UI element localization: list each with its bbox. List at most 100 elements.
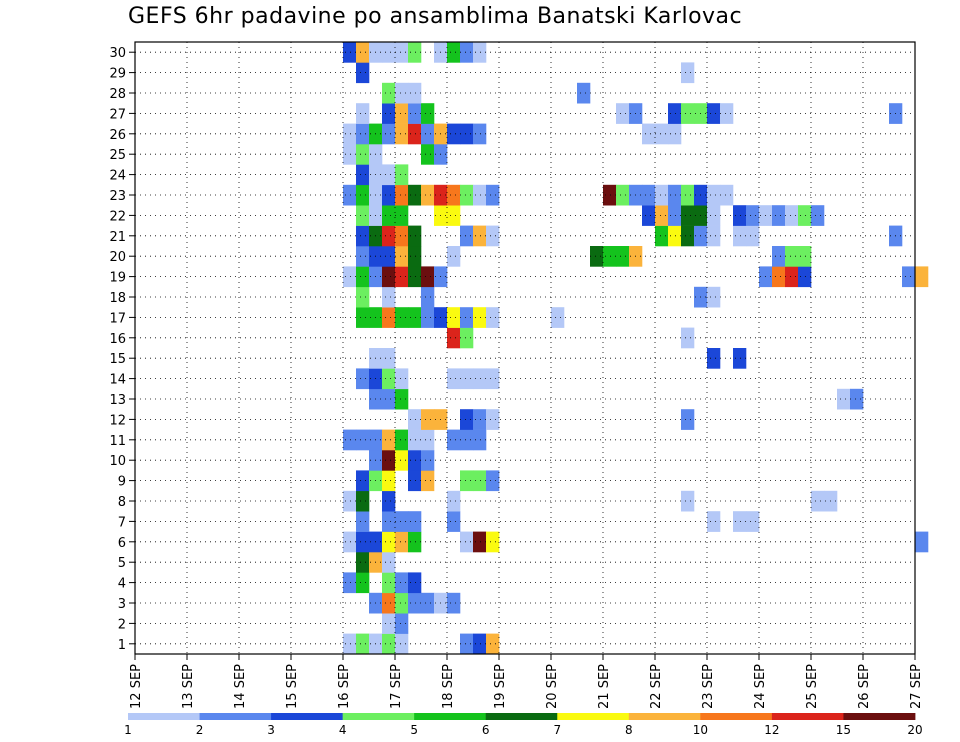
heatmap-cell (408, 307, 422, 328)
heatmap-cell (356, 103, 370, 124)
heatmap-cell (460, 368, 474, 390)
heatmap-cell (382, 123, 396, 145)
heatmap-cell (460, 225, 474, 247)
heatmap-cell (785, 205, 799, 226)
heatmap-cell (850, 388, 864, 410)
heatmap-cell (655, 225, 669, 247)
heatmap-cell (421, 144, 435, 165)
heatmap-cell (356, 633, 370, 655)
heatmap-cell (395, 164, 409, 186)
heatmap-cell (395, 205, 409, 226)
x-tick-label: 15 SEP (285, 664, 300, 709)
heatmap-cell (811, 205, 825, 226)
legend-threshold-label: 10 (693, 723, 708, 737)
heatmap-cell (356, 225, 370, 247)
y-tick-label: 8 (118, 495, 126, 510)
y-tick-label: 6 (118, 536, 126, 551)
heatmap-cell (707, 184, 721, 206)
x-tick-label: 24 SEP (753, 664, 768, 709)
heatmap-cell (408, 531, 422, 553)
heatmap-cell (421, 470, 435, 492)
heatmap-cell (707, 511, 721, 532)
x-tick-label: 26 SEP (857, 664, 872, 709)
heatmap-cell (343, 184, 357, 206)
heatmap-cell (447, 246, 461, 267)
color-legend: 1 2 3 4 5 6 7 8 10 12 15 20 (124, 713, 923, 737)
heatmap-cell (720, 184, 734, 206)
y-tick-label: 16 (109, 332, 126, 347)
heatmap-cell (395, 429, 409, 451)
heatmap-cell (733, 225, 747, 247)
grid-lines (135, 42, 915, 654)
heatmap-cell (356, 123, 370, 145)
heatmap-cell (356, 184, 370, 206)
heatmap-cell (382, 552, 396, 573)
heatmap-cell (642, 205, 656, 226)
legend-swatch (843, 713, 916, 720)
heatmap-cell (603, 246, 617, 267)
heatmap-cell (486, 184, 500, 206)
heatmap-cell (460, 633, 474, 655)
heatmap-cell (343, 490, 357, 512)
heatmap-cell (486, 531, 500, 553)
heatmap-cell (473, 470, 487, 492)
heatmap-cell (460, 184, 474, 206)
heatmap-cell (356, 164, 370, 186)
heatmap-cell (382, 225, 396, 247)
heatmap-cell (707, 225, 721, 247)
heatmap-cell (395, 266, 409, 288)
heatmap-cell (382, 82, 396, 104)
x-tick-label: 25 SEP (805, 664, 820, 709)
heatmap-cell (447, 42, 461, 63)
y-tick-label: 22 (109, 209, 126, 224)
heatmap-cell (473, 409, 487, 430)
heatmap-cell (772, 205, 786, 226)
x-tick-label: 18 SEP (441, 664, 456, 709)
heatmap-cell (408, 123, 422, 145)
heatmap-cell (408, 409, 422, 430)
heatmap-cell (343, 144, 357, 165)
legend-swatch (771, 713, 844, 720)
legend-threshold-label: 4 (339, 723, 347, 737)
legend-threshold-label: 8 (625, 723, 633, 737)
legend-swatch (557, 713, 630, 720)
heatmap-cell (681, 409, 695, 430)
heatmap-cell (460, 123, 474, 145)
heatmap-cell (408, 42, 422, 63)
heatmap-cell (707, 103, 721, 124)
heatmap-cell (382, 388, 396, 410)
x-tick-label: 13 SEP (181, 664, 196, 709)
heatmap-cell (577, 82, 591, 104)
heatmap-cell (382, 490, 396, 512)
heatmap-cell (785, 246, 799, 267)
heatmap-cell (668, 205, 682, 226)
heatmap-cell (655, 123, 669, 145)
y-tick-label: 9 (118, 475, 126, 490)
heatmap-cell (356, 42, 370, 63)
heatmap-cell (382, 511, 396, 532)
heatmap-cell (473, 368, 487, 390)
heatmap-cell (473, 225, 487, 247)
heatmap-cell (343, 572, 357, 594)
heatmap-cell (473, 42, 487, 63)
heatmap-cell (395, 103, 409, 124)
heatmap-cell (447, 429, 461, 451)
heatmap-cell (616, 103, 630, 124)
heatmap-cell (395, 511, 409, 532)
y-tick-label: 18 (109, 291, 126, 306)
heatmap-cell (382, 307, 396, 328)
x-tick-label: 16 SEP (337, 664, 352, 709)
x-tick-label: 20 SEP (545, 664, 560, 709)
heatmap-cell (395, 592, 409, 614)
heatmap-cell (421, 592, 435, 614)
heatmap-cell (421, 266, 435, 288)
x-tick-label: 27 SEP (909, 664, 924, 709)
heatmap-cell (447, 327, 461, 349)
heatmap-cell (733, 205, 747, 226)
heatmap-cell (382, 184, 396, 206)
heatmap-cell (473, 633, 487, 655)
heatmap-cell (733, 511, 747, 532)
heatmap-cell (343, 633, 357, 655)
heatmap-cell (447, 592, 461, 614)
